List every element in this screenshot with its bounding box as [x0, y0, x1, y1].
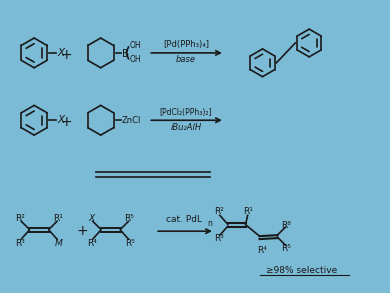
- Text: base: base: [176, 55, 196, 64]
- Text: [PdCl₂(PPh₃)₂]: [PdCl₂(PPh₃)₂]: [160, 108, 212, 117]
- Text: R⁵: R⁵: [126, 239, 135, 248]
- Text: R²: R²: [214, 207, 224, 216]
- Text: X: X: [57, 115, 64, 125]
- Text: R²: R²: [15, 214, 25, 223]
- Text: R⁴: R⁴: [87, 239, 97, 248]
- Text: iBu₂AlH: iBu₂AlH: [170, 123, 202, 132]
- Text: +: +: [60, 48, 72, 62]
- Text: R³: R³: [15, 239, 25, 248]
- Text: +: +: [77, 224, 89, 238]
- Text: R¹: R¹: [243, 207, 253, 216]
- Text: [Pd(PPh₃)₄]: [Pd(PPh₃)₄]: [163, 40, 209, 50]
- Text: R⁸: R⁸: [282, 221, 291, 230]
- Text: OH: OH: [129, 42, 141, 50]
- Text: ≥98% selective: ≥98% selective: [266, 266, 337, 275]
- Text: +: +: [60, 115, 72, 129]
- Text: OH: OH: [129, 55, 141, 64]
- Text: n: n: [207, 219, 212, 228]
- Text: ZnCl: ZnCl: [122, 116, 141, 125]
- Text: X: X: [57, 48, 64, 58]
- Text: M: M: [55, 239, 63, 248]
- Text: R⁵: R⁵: [282, 243, 291, 253]
- Text: B: B: [122, 49, 129, 59]
- Text: X: X: [89, 214, 95, 223]
- Text: R¹: R¹: [53, 214, 63, 223]
- Text: R⁵: R⁵: [124, 214, 135, 223]
- Text: R³: R³: [214, 234, 224, 243]
- Text: R⁴: R⁴: [257, 246, 268, 255]
- Text: cat. PdL: cat. PdL: [166, 215, 202, 224]
